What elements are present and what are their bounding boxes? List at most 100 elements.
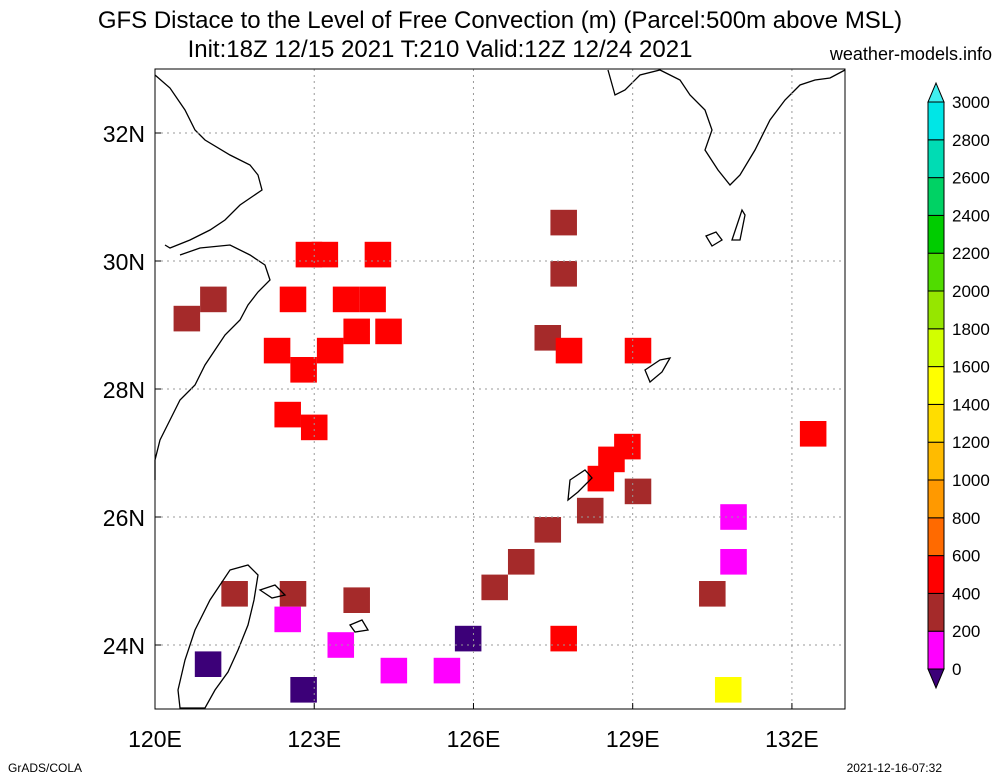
x-tick-label: 126E	[447, 726, 501, 752]
data-cell	[279, 286, 307, 313]
colorbar-segment	[927, 177, 945, 216]
data-cell	[364, 241, 392, 268]
data-cell	[714, 677, 742, 703]
colorbar-label: 800	[952, 509, 980, 528]
colorbar-label: 200	[952, 622, 980, 641]
y-tick-label: 26N	[103, 505, 145, 531]
data-cell	[433, 657, 461, 684]
colorbar-label: 2600	[952, 169, 990, 188]
colorbar-label: 1600	[952, 358, 990, 377]
colorbar-segment	[927, 328, 945, 368]
data-cell	[550, 625, 577, 652]
data-cell	[550, 261, 577, 287]
data-cell	[576, 497, 604, 524]
coastline-taiwan	[177, 564, 259, 709]
colorbar-label: 600	[952, 547, 980, 566]
colorbar-label: 2800	[952, 131, 990, 150]
island-yakushima	[705, 231, 723, 247]
footer-software: GrADS/COLA	[8, 761, 83, 775]
colorbar-label: 2200	[952, 244, 990, 263]
colorbar-segment	[927, 214, 945, 254]
data-cell	[454, 625, 482, 652]
footer-timestamp: 2021-12-16-07:32	[846, 761, 942, 775]
data-cell	[481, 574, 508, 601]
colorbar-segment	[927, 366, 945, 405]
island-okinawa	[567, 469, 593, 502]
colorbar-min-arrow	[927, 668, 945, 690]
data-cells	[173, 209, 827, 703]
data-cell	[720, 504, 747, 530]
data-cell	[173, 305, 201, 332]
colorbar-max-arrow	[927, 81, 945, 103]
data-cell	[311, 241, 339, 268]
data-cell	[699, 581, 726, 607]
data-cell	[534, 517, 562, 543]
coastline-china	[154, 74, 271, 480]
data-cell	[343, 587, 370, 613]
axis-ticks: 120E 123E 126E 129E 132E 24N 26N 28N 30N 32N	[103, 121, 819, 752]
data-cell	[327, 632, 355, 658]
data-cell	[290, 357, 317, 383]
island-tanegashima	[731, 208, 746, 241]
coastline-kyushu	[607, 69, 846, 186]
data-cell	[316, 337, 344, 364]
colorbar-segment	[927, 592, 945, 632]
colorbar-label: 2400	[952, 206, 990, 225]
colorbar-label: 1400	[952, 395, 990, 414]
colorbar-segment	[927, 517, 945, 557]
chart-subtitle: Init:18Z 12/15 2021 T:210 Valid:12Z 12/2…	[187, 36, 693, 63]
colorbar-segment	[927, 479, 945, 519]
data-cell	[200, 286, 227, 313]
grid-lines	[155, 69, 845, 709]
data-cell	[332, 286, 360, 313]
data-cell	[359, 286, 386, 313]
data-cell	[550, 209, 577, 236]
island-amami	[644, 357, 672, 384]
colorbar-label: 400	[952, 584, 980, 603]
data-cell	[274, 606, 301, 633]
data-cell	[507, 549, 535, 575]
site-credit: weather-models.info	[829, 44, 992, 64]
island-ishigaki	[258, 584, 287, 599]
data-cell	[624, 337, 652, 364]
colorbar-segment	[927, 252, 945, 292]
y-tick-label: 30N	[103, 249, 145, 275]
data-cell	[555, 337, 583, 364]
data-cell	[263, 337, 291, 364]
data-cell	[720, 549, 747, 575]
y-tick-label: 28N	[103, 377, 145, 403]
colorbar-segment	[927, 139, 945, 179]
colorbar-label: 0	[952, 660, 961, 679]
colorbar-segment	[927, 555, 945, 594]
data-cell	[343, 318, 370, 345]
x-tick-label: 132E	[765, 726, 819, 752]
data-cell	[380, 657, 408, 684]
colorbar-segment	[927, 101, 945, 141]
coastlines	[154, 69, 846, 709]
data-cell	[274, 401, 301, 428]
x-tick-label: 123E	[287, 726, 341, 752]
colorbar-label: 2000	[952, 282, 990, 301]
y-tick-label: 32N	[103, 121, 145, 147]
chart-title: GFS Distace to the Level of Free Convect…	[97, 7, 903, 34]
colorbar-label: 1000	[952, 471, 990, 490]
data-cell	[624, 478, 652, 505]
y-tick-label: 24N	[103, 633, 145, 659]
colorbar-label: 1800	[952, 320, 990, 339]
data-cell	[221, 581, 248, 607]
colorbar: 0 200 400 600 800 1000 1200 1400 1600 1800 2000 220…	[927, 81, 990, 690]
colorbar-label: 1200	[952, 433, 990, 452]
colorbar-segment	[927, 630, 945, 670]
colorbar-segment	[927, 441, 945, 481]
island-miyako	[348, 619, 370, 633]
data-cell	[290, 677, 317, 703]
colorbar-segment	[927, 403, 945, 443]
data-cell	[375, 318, 402, 345]
colorbar-label: 3000	[952, 93, 990, 112]
data-cell	[799, 421, 827, 447]
data-cell	[194, 651, 222, 677]
colorbar-segment	[927, 290, 945, 330]
x-tick-label: 120E	[128, 726, 182, 752]
x-tick-label: 129E	[606, 726, 660, 752]
